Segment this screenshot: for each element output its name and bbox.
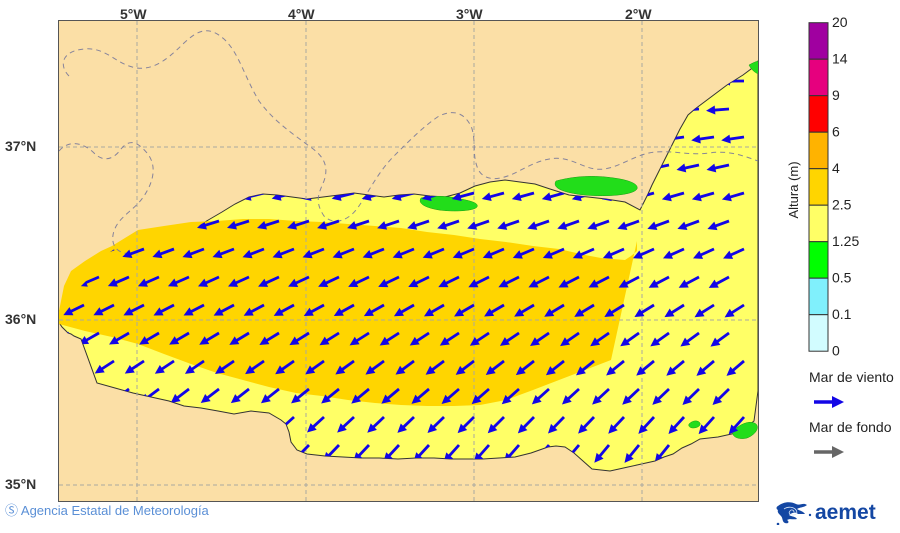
svg-text:0.1: 0.1 <box>832 306 852 322</box>
svg-text:Mar de fondo: Mar de fondo <box>809 419 892 435</box>
svg-text:0: 0 <box>832 343 840 359</box>
svg-text:6: 6 <box>832 124 840 140</box>
svg-text:aemet: aemet <box>815 501 876 524</box>
svg-text:14: 14 <box>832 51 848 67</box>
svg-text:9: 9 <box>832 87 840 103</box>
svg-text:1.25: 1.25 <box>832 233 859 249</box>
svg-text:0.5: 0.5 <box>832 270 852 286</box>
svg-text:2.5: 2.5 <box>832 197 852 213</box>
svg-text:4: 4 <box>832 160 840 176</box>
svg-text:Altura (m): Altura (m) <box>786 161 801 218</box>
svg-text:Mar de viento: Mar de viento <box>809 369 894 385</box>
svg-text:20: 20 <box>832 14 848 30</box>
